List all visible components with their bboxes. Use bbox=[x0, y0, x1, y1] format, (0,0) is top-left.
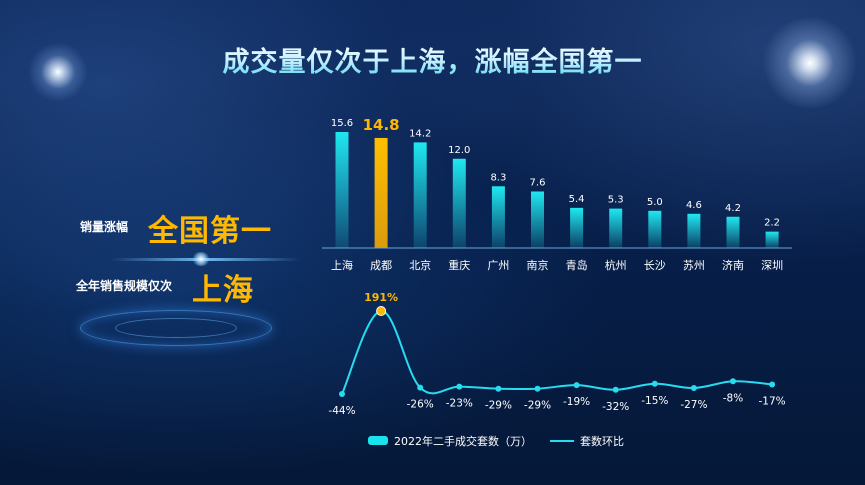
annual-scale-value: 上海 bbox=[192, 273, 254, 308]
line-point bbox=[339, 391, 345, 397]
category-label: 杭州 bbox=[605, 258, 627, 272]
category-label: 青岛 bbox=[566, 258, 588, 272]
category-label: 北京 bbox=[409, 258, 431, 272]
sales-growth-value: 全国第一 bbox=[148, 214, 272, 249]
category-label: 苏州 bbox=[683, 259, 705, 272]
category-label: 南京 bbox=[527, 258, 549, 272]
bar-重庆 bbox=[452, 158, 466, 248]
category-label: 重庆 bbox=[448, 258, 470, 272]
bar-南京 bbox=[531, 191, 544, 248]
sales-growth-label: 销量涨幅 bbox=[80, 220, 129, 234]
bar-value-label: 14.2 bbox=[409, 128, 431, 139]
line-point bbox=[769, 381, 776, 388]
line-value-label: 191% bbox=[364, 291, 398, 304]
category-label: 长沙 bbox=[644, 259, 666, 272]
line-point bbox=[456, 383, 463, 390]
bar-上海 bbox=[335, 132, 349, 248]
bar-value-label: 5.4 bbox=[569, 194, 585, 205]
line-point bbox=[612, 386, 619, 393]
page-title: 成交量仅次于上海，涨幅全国第一 bbox=[0, 40, 865, 79]
bar-青岛 bbox=[570, 207, 584, 248]
bar-value-label: 15.6 bbox=[331, 118, 353, 129]
bar-深圳 bbox=[765, 231, 779, 248]
bar-广州 bbox=[491, 186, 505, 248]
category-label: 广州 bbox=[487, 259, 509, 272]
legend-line-label: 套数环比 bbox=[580, 435, 624, 448]
bar-value-label: 14.8 bbox=[363, 116, 400, 134]
glow-platform bbox=[80, 310, 272, 346]
bar-series: 15.6 14.8 14.2 12.0 8.3 7.6 5.4 5.3 5.0 4.6 4.2 2.2 bbox=[331, 116, 780, 248]
line-point bbox=[573, 382, 580, 389]
bar-成都 bbox=[374, 137, 388, 248]
line-value-label: -8% bbox=[723, 392, 743, 404]
line-value-label: -29% bbox=[524, 400, 551, 412]
category-labels: 上海 成都 北京 重庆 广州 南京 青岛 杭州 长沙 苏州 济南 深圳 bbox=[331, 258, 783, 272]
line-point bbox=[730, 378, 736, 385]
bar-济南 bbox=[726, 216, 740, 248]
legend-bar-swatch bbox=[368, 436, 388, 445]
line-point bbox=[651, 380, 658, 387]
line-point bbox=[495, 385, 502, 392]
bar-北京 bbox=[413, 142, 427, 248]
line-point bbox=[690, 384, 697, 391]
annual-scale-label: 全年销售规模仅次 bbox=[76, 279, 173, 293]
line-value-label: -15% bbox=[641, 395, 668, 407]
bar-value-label: 4.2 bbox=[725, 203, 741, 214]
line-value-label: -23% bbox=[446, 398, 473, 410]
bar-value-label: 12.0 bbox=[448, 145, 470, 156]
line-value-label: -27% bbox=[680, 399, 707, 411]
line-series: -44% 191% -26% -23% -29% -29% -19% -32% -15% -27%… bbox=[328, 291, 785, 417]
legend: 2022年二手成交套数（万） 套数环比 bbox=[368, 434, 624, 448]
bar-value-label: 5.3 bbox=[608, 195, 624, 206]
glow-platform-inner bbox=[115, 318, 237, 338]
bar-杭州 bbox=[609, 208, 623, 248]
bar-value-label: 2.2 bbox=[764, 218, 780, 229]
line-value-label: -44% bbox=[328, 405, 355, 417]
category-label: 深圳 bbox=[761, 259, 783, 272]
legend-bar-label: 2022年二手成交套数（万） bbox=[394, 434, 532, 448]
bar-苏州 bbox=[687, 213, 701, 248]
line-point bbox=[376, 306, 387, 316]
bar-value-label: 7.6 bbox=[530, 177, 546, 188]
line-point bbox=[417, 384, 424, 391]
line-point bbox=[534, 385, 541, 392]
line-value-label: -32% bbox=[602, 401, 629, 413]
divider-glow-dot bbox=[192, 252, 210, 266]
bar-value-label: 8.3 bbox=[490, 172, 506, 183]
bar-长沙 bbox=[648, 210, 662, 248]
category-label: 济南 bbox=[722, 258, 744, 272]
line-value-label: -26% bbox=[407, 399, 434, 411]
bar-value-label: 5.0 bbox=[647, 197, 663, 208]
line-value-label: -17% bbox=[759, 395, 786, 407]
line-value-label: -19% bbox=[563, 396, 590, 408]
category-label: 上海 bbox=[331, 258, 353, 272]
bar-value-label: 4.6 bbox=[686, 200, 702, 211]
line-path bbox=[341, 309, 773, 395]
category-label: 成都 bbox=[370, 259, 392, 272]
line-value-label: -29% bbox=[485, 400, 512, 412]
